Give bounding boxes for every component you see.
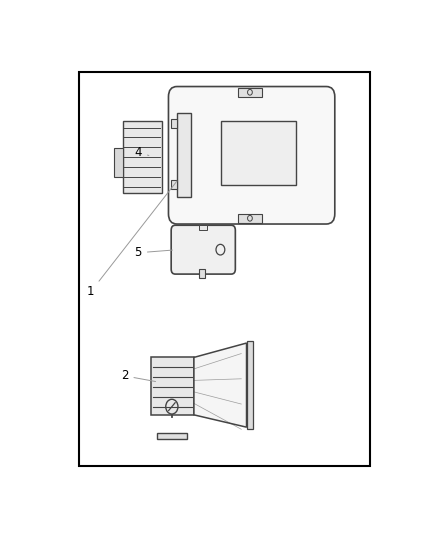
Bar	[114, 148, 123, 177]
FancyBboxPatch shape	[171, 225, 235, 274]
Bar	[247, 341, 253, 429]
Bar	[152, 358, 194, 415]
Bar	[221, 122, 296, 185]
Bar	[238, 214, 262, 223]
FancyBboxPatch shape	[169, 86, 335, 224]
Bar	[156, 433, 187, 440]
Text: 2: 2	[121, 369, 155, 382]
Text: 1: 1	[87, 181, 177, 298]
Circle shape	[166, 399, 178, 414]
Bar	[199, 225, 207, 230]
Bar	[238, 88, 262, 97]
Bar	[171, 180, 177, 189]
Bar	[171, 118, 177, 127]
Text: 5: 5	[134, 246, 173, 259]
Bar	[123, 122, 162, 193]
Text: 4: 4	[134, 146, 149, 159]
Polygon shape	[194, 343, 247, 427]
Bar	[177, 113, 191, 197]
Bar	[199, 269, 205, 278]
